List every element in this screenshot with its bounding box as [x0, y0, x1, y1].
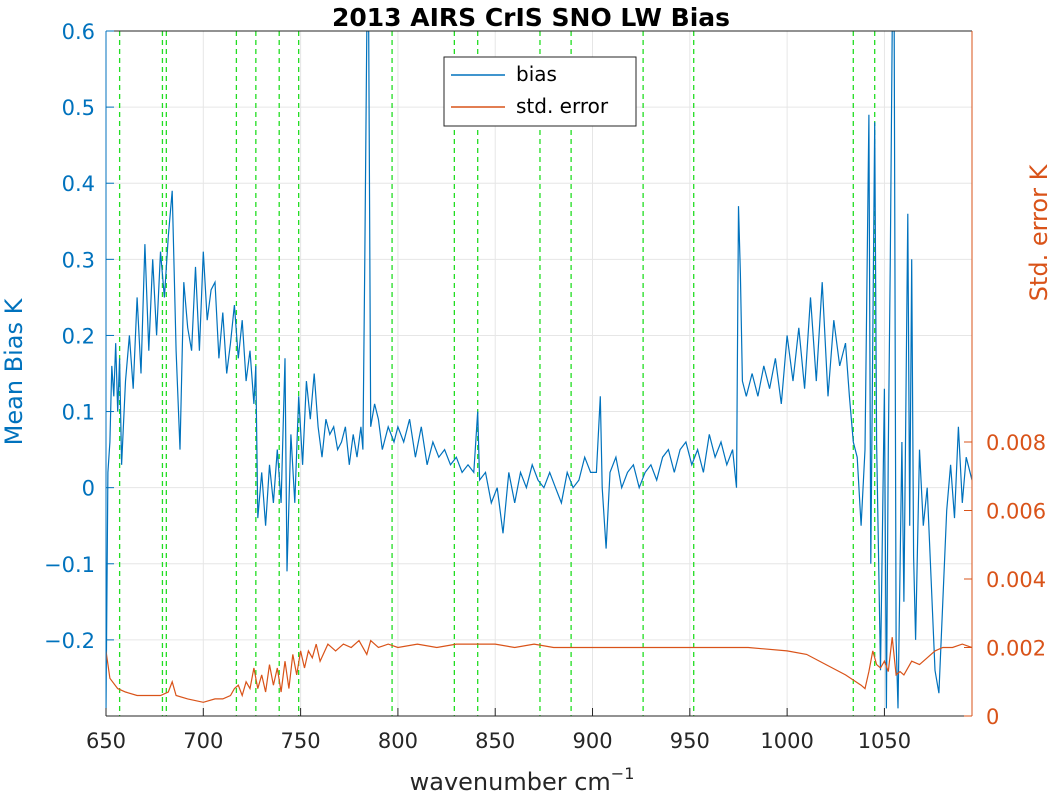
y-right-tick-label: 0.008 — [986, 431, 1046, 455]
legend-std-error-label: std. error — [516, 94, 609, 118]
legend-bias-label: bias — [516, 62, 557, 86]
axes — [105, 30, 973, 717]
x-tick-label: 750 — [281, 729, 321, 753]
x-tick-label: 800 — [378, 729, 418, 753]
x-tick-labels: 650 700 750 800 850 900 950 1000 1050 — [86, 729, 911, 753]
x-tick-label: 1050 — [858, 729, 911, 753]
grid — [105, 30, 972, 716]
y-left-tick-label: 0.3 — [62, 248, 95, 272]
y-left-tick-label: 0.6 — [62, 20, 95, 44]
y-left-tick-label: 0 — [82, 477, 95, 501]
x-tick-label: 950 — [670, 729, 710, 753]
bias-series-line — [106, 31, 972, 709]
x-tick-label: 850 — [475, 729, 515, 753]
y-right-tick-label: 0.006 — [986, 500, 1046, 524]
y-right-axis-label: Std. error K — [1025, 163, 1053, 301]
x-axis-label: wavenumber cm−1 — [410, 764, 635, 796]
x-tick-label: 900 — [572, 729, 612, 753]
legend-box — [443, 56, 637, 127]
reference-lines — [118, 31, 876, 716]
y-left-tick-label: −0.1 — [44, 553, 95, 577]
y-right-tick-labels: 0.008 0.006 0.004 0.002 0 — [986, 431, 1046, 729]
y-left-tick-labels: 0.6 0.5 0.4 0.3 0.2 0.1 0 −0.1 −0.2 — [44, 20, 95, 653]
legend: bias std. error — [443, 56, 637, 127]
x-axis-label-text: wavenumber cm — [410, 768, 611, 796]
plot-area — [106, 31, 972, 709]
y-right-tick-label: 0 — [986, 705, 999, 729]
y-right-tick-label: 0.002 — [986, 637, 1046, 661]
y-left-tick-label: 0.1 — [62, 401, 95, 425]
y-left-tick-label: −0.2 — [44, 629, 95, 653]
y-left-tick-label: 0.5 — [62, 96, 95, 120]
std-error-series-line — [106, 637, 972, 703]
x-tick-label: 650 — [86, 729, 126, 753]
x-tick-label: 700 — [183, 729, 223, 753]
x-tick-label: 1000 — [760, 729, 813, 753]
y-left-tick-label: 0.2 — [62, 324, 95, 348]
y-right-tick-label: 0.004 — [986, 568, 1046, 592]
chart-title: 2013 AIRS CrIS SNO LW Bias — [332, 3, 730, 32]
x-axis-label-superscript: −1 — [611, 764, 635, 783]
y-left-axis-label: Mean Bias K — [0, 297, 28, 445]
y-left-tick-label: 0.4 — [62, 172, 95, 196]
